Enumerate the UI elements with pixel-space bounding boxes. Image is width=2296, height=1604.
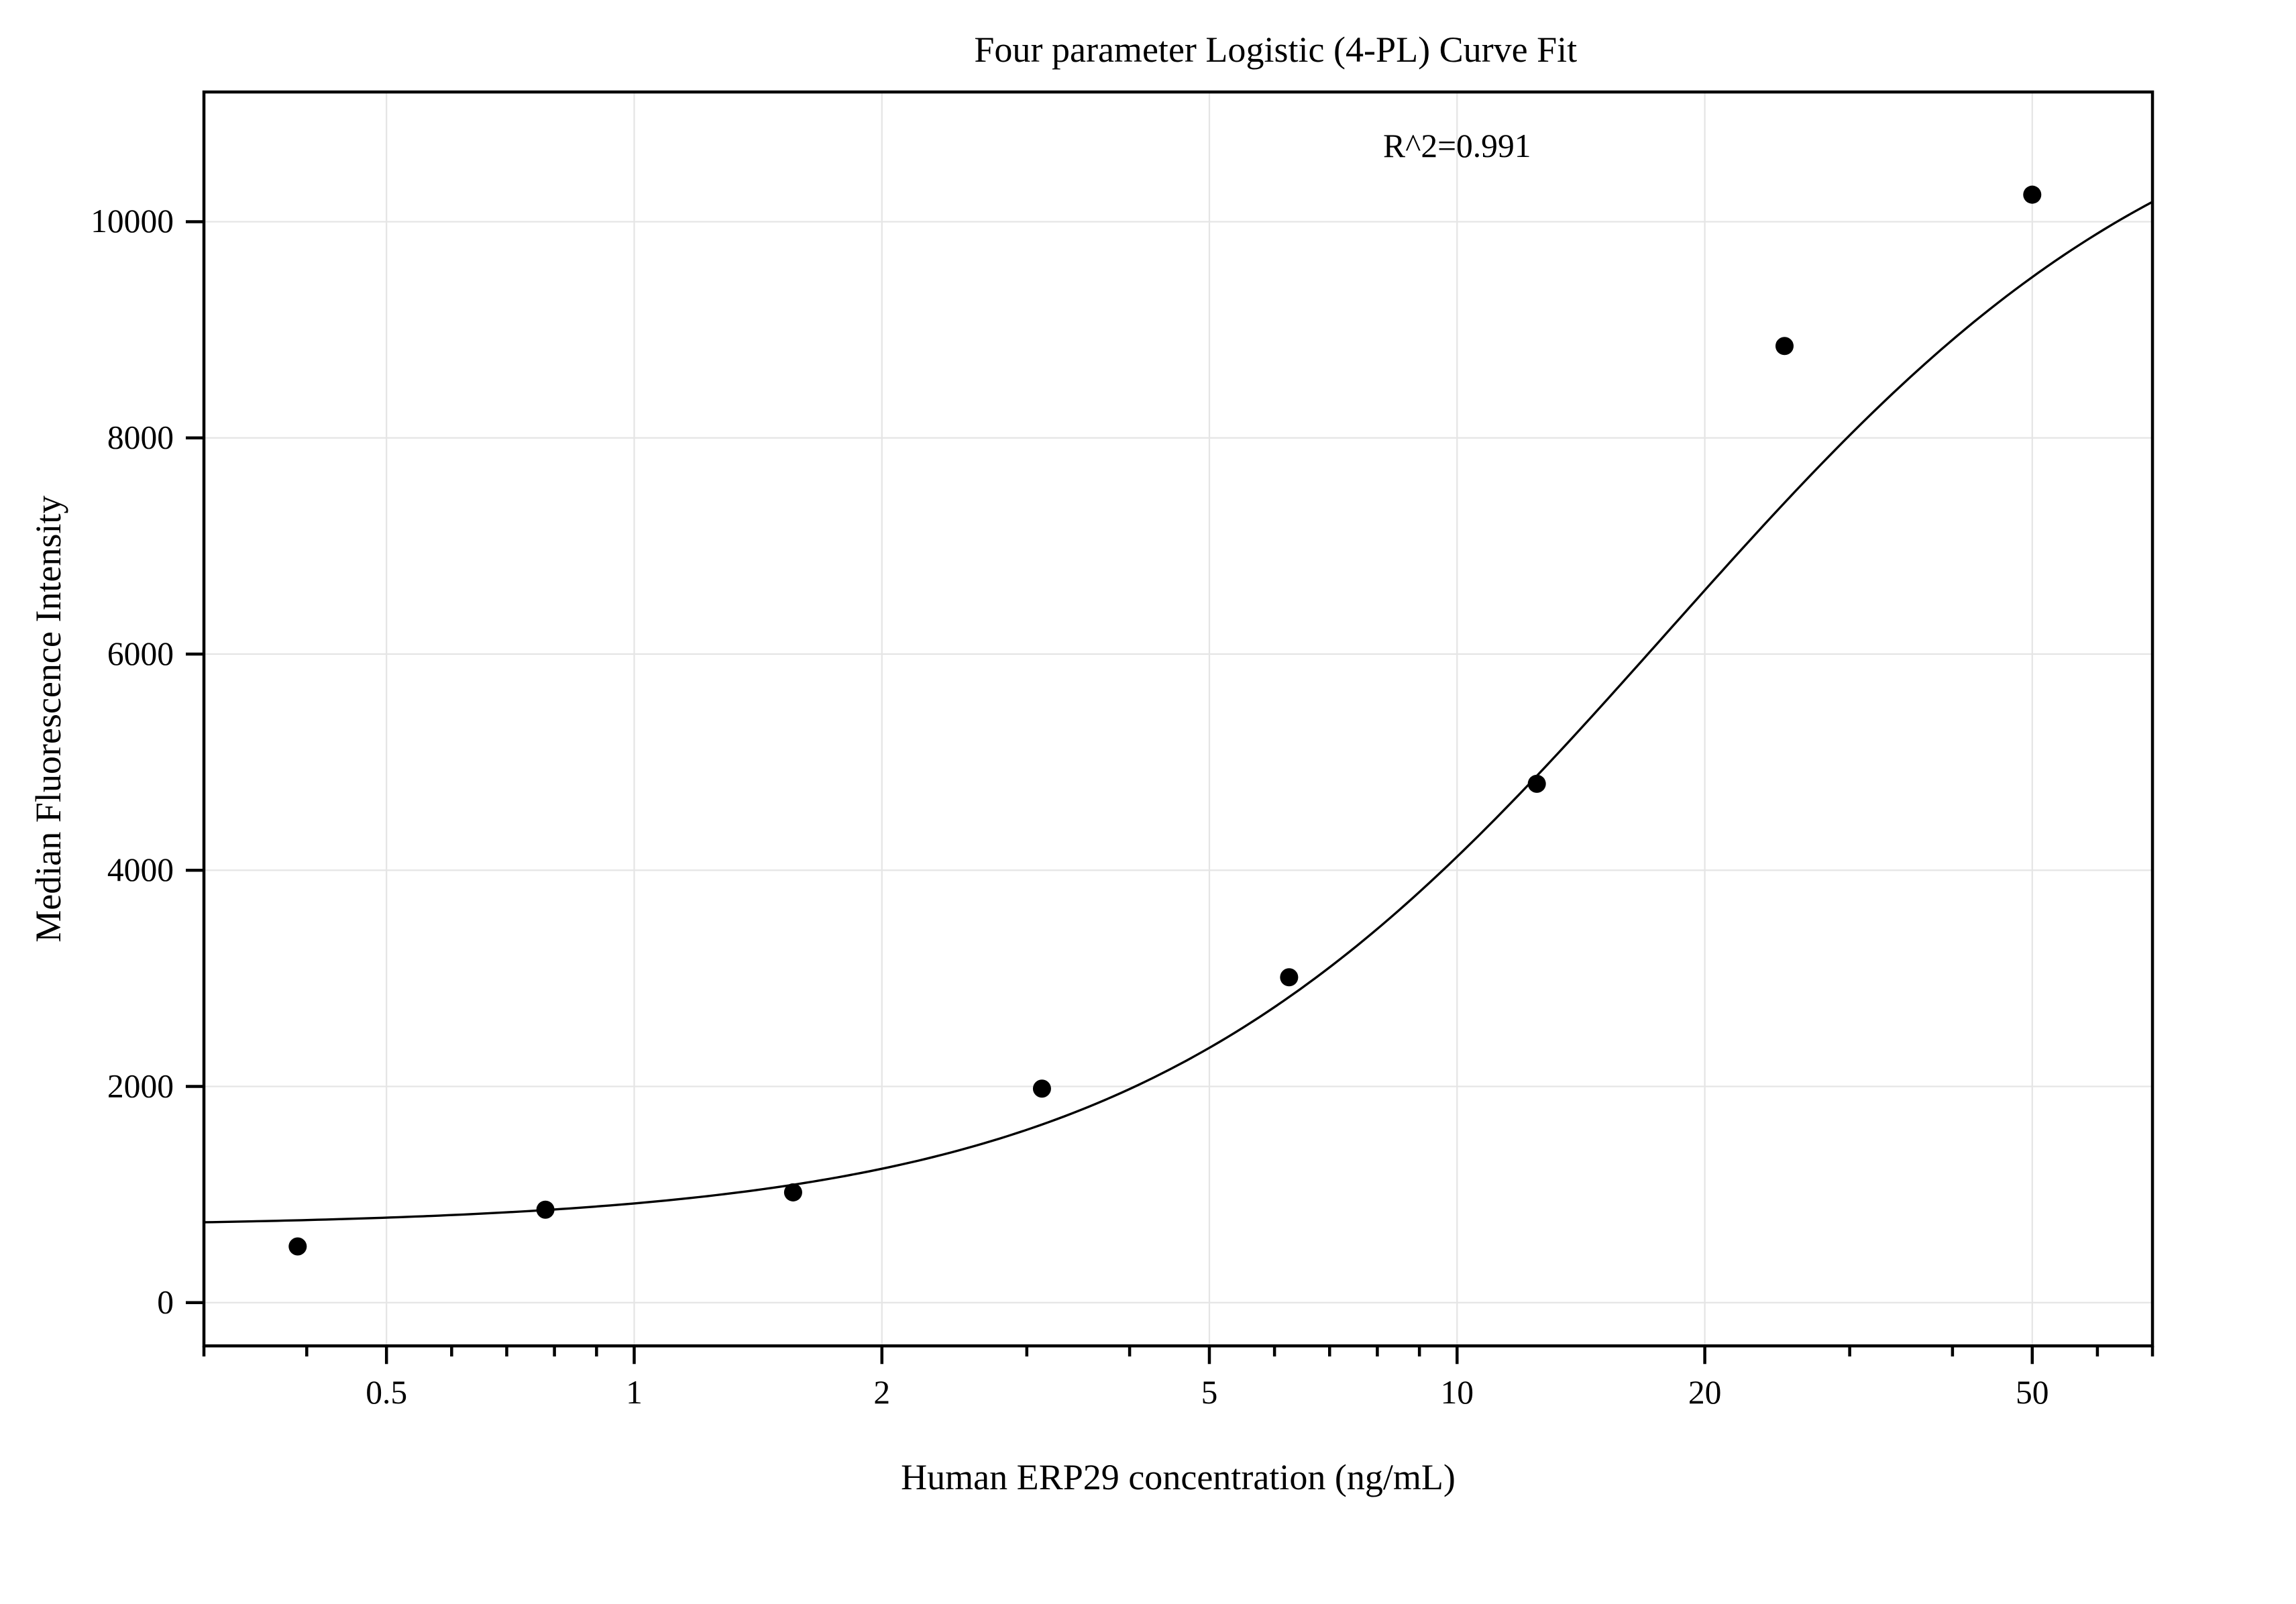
- points-layer: [288, 186, 2041, 1256]
- y-tick-label: 4000: [107, 851, 174, 888]
- x-axis-label: Human ERP29 concentration (ng/mL): [901, 1457, 1456, 1497]
- data-point: [1033, 1079, 1051, 1098]
- chart-container: 0.5 1 2 5 10 20 50 0 2000 4000 6000 8000 10000 Four …: [0, 0, 2296, 1604]
- x-tick-label: 10: [1441, 1374, 1474, 1411]
- x-tick-label: 5: [1201, 1374, 1218, 1411]
- data-point: [2023, 186, 2041, 204]
- data-point: [784, 1183, 802, 1201]
- data-point: [537, 1201, 555, 1219]
- data-point: [1280, 968, 1298, 986]
- y-tick-label: 2000: [107, 1067, 174, 1104]
- x-tick-label: 1: [626, 1374, 643, 1411]
- y-axis-label: Median Fluorescence Intensity: [28, 496, 68, 943]
- data-point: [288, 1237, 307, 1255]
- y-tick-label: 6000: [107, 635, 174, 672]
- logistic-curve-chart: 0.5 1 2 5 10 20 50 0 2000 4000 6000 8000 10000 Four …: [0, 1, 2296, 1603]
- y-tick-label: 10000: [91, 203, 174, 239]
- fitted-curve: [204, 202, 2152, 1222]
- r-squared-annotation: R^2=0.991: [1383, 127, 1531, 164]
- chart-title: Four parameter Logistic (4-PL) Curve Fit: [974, 30, 1577, 70]
- labels-layer: Four parameter Logistic (4-PL) Curve Fit…: [28, 30, 1577, 1497]
- y-tick-label: 8000: [107, 419, 174, 456]
- grid-layer: [204, 92, 2152, 1346]
- x-tick-label: 50: [2016, 1374, 2049, 1411]
- x-tick-label: 0.5: [366, 1374, 407, 1411]
- x-tick-label: 20: [1688, 1374, 1722, 1411]
- x-tick-label: 2: [873, 1374, 890, 1411]
- data-point: [1528, 775, 1546, 793]
- curve-layer: [204, 202, 2152, 1222]
- data-point: [1775, 337, 1794, 355]
- y-tick-label: 0: [157, 1284, 174, 1321]
- axes-layer: 0.5 1 2 5 10 20 50 0 2000 4000 6000 8000 10000: [91, 92, 2152, 1411]
